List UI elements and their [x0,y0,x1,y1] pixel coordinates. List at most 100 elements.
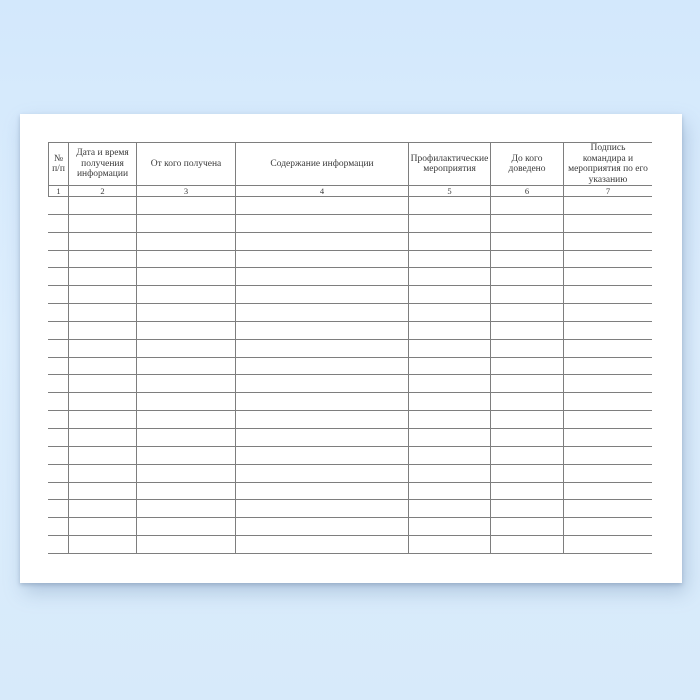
table-cell [48,483,68,500]
table-cell [68,339,136,357]
table-cell [490,411,563,428]
table-cell [408,464,490,482]
table-cell [136,411,235,428]
table-cell [563,321,652,339]
column-number-cell: 3 [136,186,235,196]
table-cell [408,411,490,428]
table-cell [490,536,563,553]
table-cell [48,465,68,482]
table-cell [408,304,490,321]
table-cell [408,393,490,411]
table-cell [490,428,563,446]
table-cell [136,232,235,250]
table-cell [48,518,68,535]
table-cell [490,304,563,321]
table-cell [490,250,563,268]
table-cell [490,357,563,375]
table-cell [408,321,490,339]
table-cell [408,536,490,553]
table-cell [408,232,490,250]
table-cell [563,482,652,500]
table-row [48,321,652,340]
table-row [48,428,652,447]
table-cell [68,536,136,553]
table-cell [235,357,408,375]
table-cell [48,251,68,268]
table-cell [235,214,408,232]
table-cell [408,197,490,214]
header-cell-7-line: Подпись [590,143,626,153]
table-cell [563,428,652,446]
table-cell [563,500,652,518]
header-cell-1-line: п/п [52,164,65,174]
table-cell [136,500,235,518]
table-cell [490,500,563,518]
table-cell [136,536,235,553]
table-cell [136,428,235,446]
table-cell [408,482,490,500]
table-cell [68,197,136,214]
table-cell [48,340,68,357]
table-row [48,446,652,465]
table-cell [235,197,408,214]
header-cell-3-line: От кого получена [150,158,222,169]
table-cell [408,518,490,536]
table-cell [136,339,235,357]
table-cell [136,286,235,304]
table-row [48,214,652,233]
table-cell [235,286,408,304]
header-cell-6-line: До кого [511,153,543,164]
table-cell [136,304,235,321]
table-cell [563,197,652,214]
table-cell [563,446,652,464]
table-cell [235,500,408,518]
table-cell [48,304,68,321]
table-cell [563,268,652,286]
table-cell [408,286,490,304]
table-row [48,518,652,537]
table-cell [68,321,136,339]
table-cell [136,357,235,375]
header-cell-4-line: Содержание информации [270,158,374,169]
header-cell-5-line: мероприятия [423,164,476,174]
header-cell-6: До кого доведено [490,143,563,185]
table-cell [235,250,408,268]
table-cell [408,339,490,357]
column-number-cell: 2 [68,186,136,196]
table-row [48,500,652,519]
table-cell [563,250,652,268]
table-cell [563,411,652,428]
table-cell [68,500,136,518]
table-cell [48,233,68,250]
table-cell [68,464,136,482]
table-row [48,482,652,501]
table-cell [563,518,652,536]
table-row [48,286,652,305]
header-cell-1: № п/п [48,143,68,185]
table-cell [490,393,563,411]
table-cell [68,286,136,304]
table-cell [235,536,408,553]
table-cell [408,428,490,446]
table-cell [408,268,490,286]
table-row [48,250,652,269]
table-cell [563,339,652,357]
column-number-cell: 4 [235,186,408,196]
table-cell [408,250,490,268]
header-cell-5-line: Профилактические [410,153,489,164]
table-cell [563,304,652,321]
table-cell [68,446,136,464]
table-cell [563,375,652,393]
table-header-row: № п/п Дата и время получения информации От ко… [48,143,652,186]
table-cell [48,393,68,410]
table-cell [48,322,68,339]
table-cell [68,250,136,268]
table-cell [490,464,563,482]
column-number-cell: 7 [563,186,652,196]
table-cell [48,197,68,214]
table-cell [68,232,136,250]
table-cell [136,197,235,214]
header-cell-6-line: доведено [508,164,546,174]
table-row [48,375,652,394]
